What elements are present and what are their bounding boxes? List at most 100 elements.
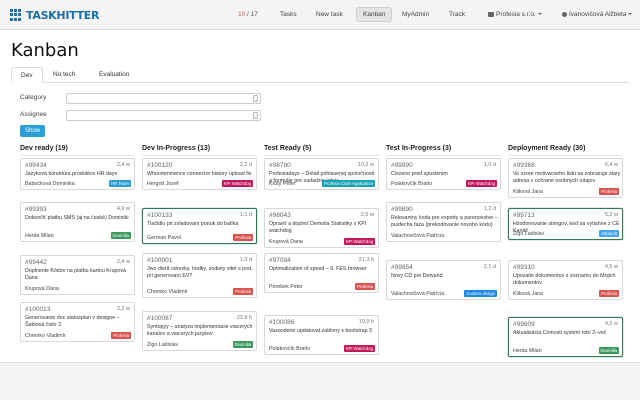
card-assignee: Valachovičová Patrícia: [391, 233, 445, 239]
task-card[interactable]: #99368 6,4 w Vo vzore motivacneho listu sa…: [508, 158, 623, 198]
card-id-link[interactable]: #99713: [513, 212, 535, 219]
task-card[interactable]: #98780 10,3 w Profesiadays – Detail prihla…: [264, 158, 379, 190]
card-assignee: German Pavol: [147, 235, 181, 241]
assignee-select[interactable]: [66, 110, 261, 121]
task-card[interactable]: #100133 1,1 d Tlačidlo pri zvladovaní ponu…: [142, 208, 257, 244]
task-card[interactable]: #99713 5,2 w Hzodonovanie stringov, keď sa…: [508, 208, 623, 240]
kanban-column: Deployment Ready (30) #99368 6,4 w Vo vzore…: [508, 145, 623, 357]
task-card[interactable]: #99809 4,2 w Aktualizácia Činnosti systém …: [508, 317, 623, 357]
task-counter-total: 17: [250, 11, 258, 18]
card-id-link[interactable]: #99393: [25, 206, 47, 213]
assignee-label: Assignee: [20, 111, 47, 118]
card-assignee: Žigo Ladislav: [513, 231, 545, 237]
project-tag: Profesia: [233, 288, 253, 295]
card-id-link[interactable]: #99890: [391, 206, 413, 213]
nav-track[interactable]: Track: [449, 11, 466, 18]
card-estimate: 1,1 d: [239, 212, 252, 218]
card-assignee: Chrenko Vladimír: [147, 289, 188, 295]
category-select[interactable]: [66, 93, 261, 104]
card-description: Whoommmence connector history upload fix: [147, 171, 252, 177]
project-tag: Intrasoft: [599, 230, 619, 237]
nav-myadmin[interactable]: MyAdmin: [402, 11, 430, 18]
tab-bar: Dev No tech Evaluation: [11, 67, 629, 83]
task-card[interactable]: #99890 1,0 d Cisovno pred spustenim Polakov…: [386, 158, 501, 190]
task-card[interactable]: #99854 2,1 d Novy CD pre Detvand Valachovič…: [386, 260, 501, 300]
card-assignee: Valachovičová Patrícia: [391, 291, 445, 297]
company-dropdown[interactable]: Profesia s.r.o.: [482, 7, 548, 22]
task-card[interactable]: #97094 21,3 h Optimalization of speed – 6.…: [264, 253, 379, 293]
project-tag: KPI Watchdog: [343, 238, 375, 245]
card-id-link[interactable]: #99442: [25, 259, 47, 266]
project-tag: KPI Watchdog: [343, 345, 375, 352]
card-id-link[interactable]: #100001: [147, 257, 173, 264]
card-description: Syntopyy – analyza implementacie viacery…: [147, 324, 253, 337]
tab-evaluation[interactable]: Evaluation: [99, 71, 130, 78]
card-estimate: 4,9 w: [116, 206, 130, 212]
column-title: Dev In-Progress (13): [142, 145, 257, 156]
card-id-link[interactable]: #99854: [391, 264, 413, 271]
card-id-link[interactable]: #99809: [513, 321, 535, 328]
card-estimate: 2,5 w: [360, 212, 374, 218]
card-assignee: Kliková Jana: [513, 189, 544, 195]
logo-text: TASKHITTER: [26, 8, 100, 22]
card-description: Vo vzore motivacneho listu sa zobrazuje …: [513, 171, 621, 184]
task-card[interactable]: #100087 23,8 h Syntopyy – analyza implemen…: [142, 311, 257, 351]
user-dropdown[interactable]: Ivanovičová Alžbeta: [556, 7, 638, 22]
card-description: Jwo dierit odrezky, hodky, zodiety vitet…: [147, 266, 253, 279]
card-description: Profesiadays – Detail prihlasenej spoloč…: [269, 171, 375, 184]
task-card[interactable]: #99442 2,4 w Doplnenie Kódov na platbu kar…: [20, 255, 135, 295]
task-counter: 10 / 17: [238, 11, 258, 18]
tab-no-tech[interactable]: No tech: [53, 71, 76, 78]
card-id-link[interactable]: #99368: [513, 162, 535, 169]
nav-tasks[interactable]: Tasks: [280, 11, 297, 18]
card-estimate: 3,2 w: [116, 306, 130, 312]
card-id-link[interactable]: #99310: [513, 264, 535, 271]
card-id-link[interactable]: #99434: [25, 162, 47, 169]
nav-new-task[interactable]: New task: [316, 11, 343, 18]
card-id-link[interactable]: #99890: [391, 162, 413, 169]
task-card[interactable]: #100013 3,2 w Generovanie doc statusplan v…: [20, 302, 135, 342]
app-logo[interactable]: TASKHITTER: [10, 8, 99, 22]
task-card[interactable]: #100086 19,9 h Vasoodene updatovat zablony…: [264, 315, 379, 355]
task-card[interactable]: #100120 2,2 d Whoommmence connector histor…: [142, 158, 257, 190]
card-description: Opraviť a doplniť Demolia Štatistiky v K…: [269, 221, 367, 234]
card-description: Jazyková korektúra produktov HR days: [25, 171, 118, 177]
project-tag: Profesia: [111, 332, 131, 339]
card-id-link[interactable]: #97094: [269, 257, 291, 264]
card-assignee: Polakovčík Braňo: [391, 181, 433, 187]
card-id-link[interactable]: #100087: [147, 315, 173, 322]
card-assignee: Porebek Peter: [269, 284, 303, 290]
card-estimate: 1,0 d: [483, 162, 496, 168]
tab-dev[interactable]: Dev: [11, 67, 43, 83]
card-id-link[interactable]: #100013: [25, 306, 51, 313]
card-id-link[interactable]: #100086: [269, 319, 295, 326]
task-card[interactable]: #98043 2,5 w Opraviť a doplniť Demolia Šta…: [264, 208, 379, 248]
page-title: Kanban: [11, 40, 79, 61]
task-card[interactable]: #99890 1,2 d Relevantny kodu pre exporty a…: [386, 202, 501, 242]
user-name: Ivanovičová Alžbeta: [569, 11, 627, 18]
task-card[interactable]: #99434 2,4 w Jazyková korektúra produktov …: [20, 158, 135, 190]
card-estimate: 1,2 d: [483, 206, 496, 212]
task-card[interactable]: #100001 1,0 d Jwo dierit odrezky, hodky, z…: [142, 253, 257, 298]
project-tag: Dvomilia: [232, 341, 253, 348]
card-id-link[interactable]: #100133: [147, 212, 173, 219]
project-tag: Profesia: [599, 290, 619, 297]
card-id-link[interactable]: #98780: [269, 162, 291, 169]
card-id-link[interactable]: #98043: [269, 212, 291, 219]
card-assignee: Kliková Jana: [513, 291, 544, 297]
kanban-column: Test Ready (5) #98780 10,3 w Profesiadays –…: [264, 145, 379, 355]
task-card[interactable]: #99310 4,5 w Upozatie dokumentov z zoznamu…: [508, 260, 623, 300]
show-button[interactable]: Show: [20, 125, 45, 137]
card-estimate: 21,3 h: [358, 257, 374, 263]
card-estimate: 10,3 w: [357, 162, 374, 168]
card-estimate: 19,9 h: [358, 319, 374, 325]
footer-bar: [0, 362, 640, 400]
card-assignee: Hergott Jozef: [147, 181, 179, 187]
kanban-column: Dev In-Progress (13) #100120 2,2 d Whoommme…: [142, 145, 257, 351]
card-id-link[interactable]: #100120: [147, 162, 173, 169]
task-card[interactable]: #99393 4,9 w Dokončiť platbu SMS (aj na če…: [20, 202, 135, 242]
project-tag: Profesia Cloth Application: [322, 180, 375, 187]
card-assignee: Žigo Ladislav: [147, 342, 179, 348]
select-arrows-icon: [253, 112, 258, 119]
nav-kanban[interactable]: Kanban: [356, 7, 393, 22]
